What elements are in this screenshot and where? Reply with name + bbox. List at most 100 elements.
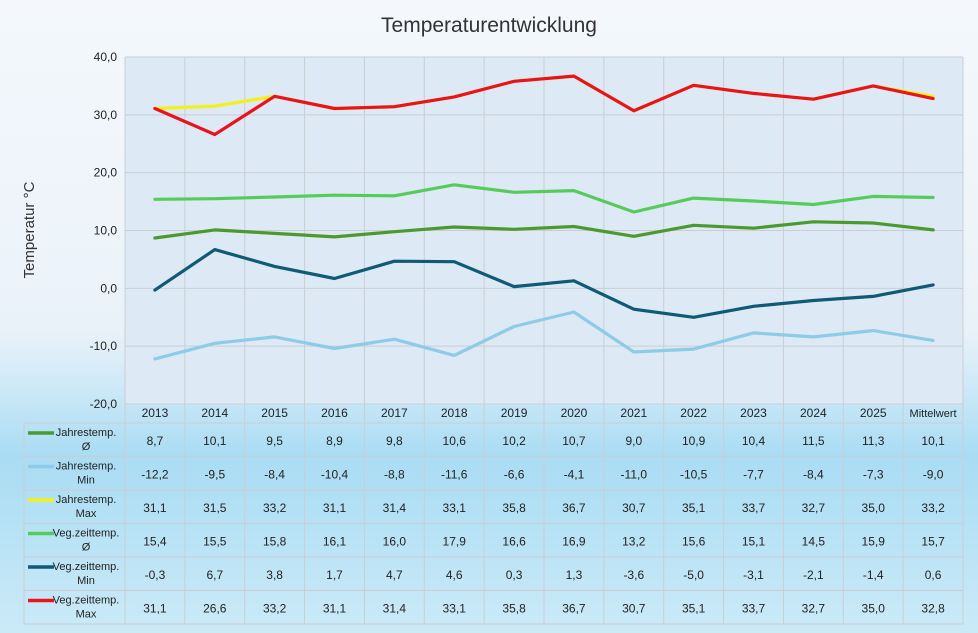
table-cell-value: 11,5 (802, 434, 825, 448)
table-cell-value: 35,8 (502, 601, 526, 615)
y-tick-label: -10,0 (90, 339, 118, 353)
series-label: Veg.zeittemp. (53, 528, 120, 540)
table-cell-value: -0,3 (145, 568, 166, 582)
x-tick-label: 2015 (261, 406, 288, 420)
table-cell-value: 10,2 (502, 434, 526, 448)
table-cell-value: 17,9 (443, 534, 467, 548)
table-cell-value: 31,1 (143, 601, 167, 615)
table-cell-value: -7,3 (863, 467, 884, 481)
table-cell-value: 9,0 (625, 434, 642, 448)
table-cell-value: 10,1 (921, 434, 945, 448)
series-line (153, 310, 935, 361)
table-cell-value: 31,1 (323, 601, 347, 615)
y-tick-label: 40,0 (94, 50, 118, 64)
table-cell-value: 10,9 (682, 434, 706, 448)
table-cell-value: 10,7 (562, 434, 586, 448)
table-cell-value: 13,2 (622, 534, 646, 548)
x-tick-label: 2025 (860, 406, 887, 420)
table-cell-value: 16,1 (323, 534, 347, 548)
table-cell-value: 33,2 (921, 501, 945, 515)
y-axis-title: Temperatur °C (21, 181, 38, 278)
table-cell-value: 35,8 (502, 501, 526, 515)
table-cell-value: -12,2 (141, 467, 169, 481)
table-cell-value: -3,1 (743, 568, 764, 582)
table-cell-value: 33,2 (263, 501, 287, 515)
table-cell-value: 1,3 (566, 568, 583, 582)
x-tick-label: 2017 (381, 406, 408, 420)
x-tick-label: 2016 (321, 406, 348, 420)
table-cell-value: 31,4 (383, 501, 407, 515)
table-cell-value: 36,7 (562, 501, 586, 515)
table-cell-value: 31,5 (203, 501, 227, 515)
table-cell-value: 16,0 (383, 534, 407, 548)
table-cell-value: 31,1 (323, 501, 347, 515)
y-tick-label: 10,0 (94, 224, 118, 238)
table-cell-value: -11,0 (621, 467, 648, 481)
table-cell-value: -10,5 (680, 467, 708, 481)
x-tick-label: 2022 (680, 406, 707, 420)
table-cell-value: -8,4 (803, 467, 824, 481)
table-cell-value: 16,6 (502, 534, 526, 548)
table-cell-value: 14,5 (802, 534, 826, 548)
table-cell-value: 33,1 (443, 601, 467, 615)
table-cell-value: 35,1 (682, 501, 706, 515)
table-cell-value: 32,8 (921, 601, 945, 615)
table-cell-value: 35,0 (862, 601, 886, 615)
table-cell-value: 31,4 (383, 601, 407, 615)
y-tick-label: 0,0 (100, 281, 117, 295)
series-label: Max (76, 609, 97, 621)
table-cell-value: 15,7 (921, 534, 945, 548)
series-label: Max (76, 508, 97, 520)
table-cell-value: -10,4 (321, 467, 349, 481)
table-cell-value: -7,7 (743, 467, 764, 481)
table-cell-value: 35,1 (682, 601, 706, 615)
series-label: Veg.zeittemp. (53, 595, 120, 607)
series-line (153, 183, 935, 214)
x-tick-label: Mittelwert (910, 408, 957, 420)
table-cell-value: 32,7 (802, 601, 826, 615)
table-cell-value: 9,8 (386, 434, 403, 448)
table-cell-value: 4,6 (446, 568, 463, 582)
table-cell-value: 15,8 (263, 534, 287, 548)
table-cell-value: 30,7 (622, 601, 646, 615)
x-tick-label: 2019 (501, 406, 528, 420)
series-line (153, 74, 935, 137)
table-cell-value: -1,4 (863, 568, 884, 582)
table-cell-value: 35,0 (862, 501, 886, 515)
x-tick-label: 2013 (142, 406, 169, 420)
table-cell-value: 15,1 (742, 534, 766, 548)
table-cell-value: 33,7 (742, 601, 766, 615)
x-tick-label: 2021 (620, 406, 647, 420)
table-cell-value: 15,9 (862, 534, 886, 548)
table-cell-value: -11,6 (441, 467, 468, 481)
table-cell-value: 15,4 (143, 534, 167, 548)
x-tick-label: 2014 (201, 406, 228, 420)
table-cell-value: -3,6 (623, 568, 644, 582)
table-cell-value: 10,6 (443, 434, 467, 448)
table-cell-value: -9,0 (923, 467, 944, 481)
series-label: Jahrestemp. (56, 427, 117, 439)
table-cell-value: 10,4 (742, 434, 766, 448)
table-cell-value: 16,9 (562, 534, 586, 548)
table-cell-value: 4,7 (386, 568, 403, 582)
table-cell-value: -4,1 (564, 467, 585, 481)
x-tick-label: 2020 (561, 406, 588, 420)
table-cell-value: 30,7 (622, 501, 646, 515)
x-tick-label: 2018 (441, 406, 468, 420)
table-cell-value: 9,5 (266, 434, 283, 448)
x-tick-label: 2024 (800, 406, 827, 420)
table-cell-value: -9,5 (204, 467, 225, 481)
series-label: Veg.zeittemp. (53, 561, 120, 573)
table-cell-value: -8,4 (264, 467, 285, 481)
chart-title: Temperaturentwicklung (381, 14, 597, 37)
table-cell-value: 8,9 (326, 434, 343, 448)
table-cell-value: 33,1 (443, 501, 467, 515)
series-label: Min (77, 475, 95, 487)
table-cell-value: 6,7 (206, 568, 223, 582)
series-label: Jahrestemp. (56, 494, 117, 506)
table-cell-value: 15,6 (682, 534, 706, 548)
series-line (153, 248, 935, 319)
table-cell-value: 36,7 (562, 601, 586, 615)
table-cell-value: -2,1 (803, 568, 824, 582)
